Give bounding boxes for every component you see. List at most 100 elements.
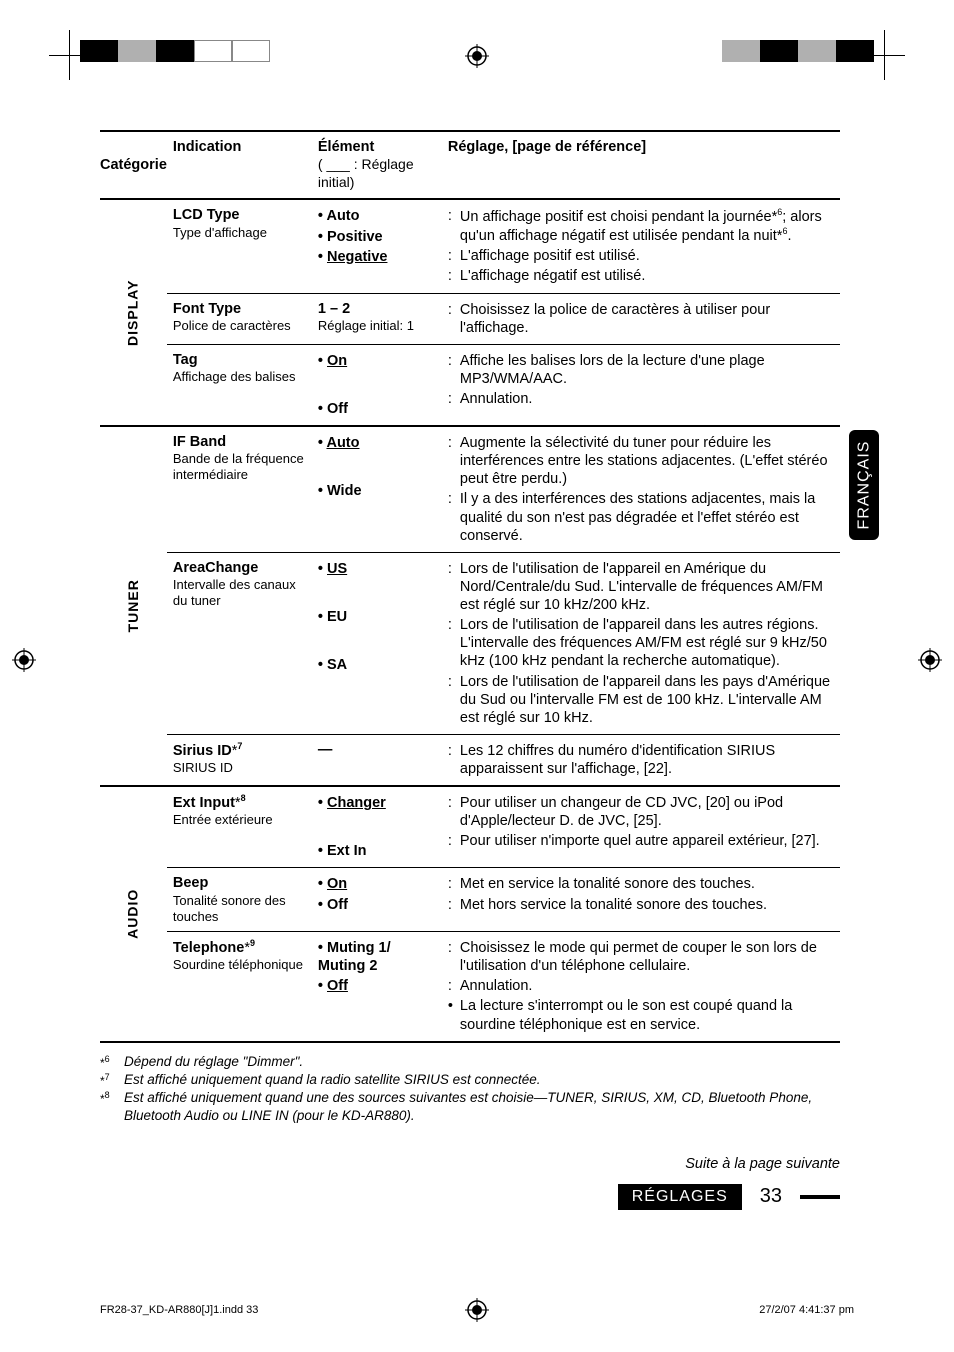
option-item: On — [318, 351, 436, 371]
indication-main: IF Band — [173, 433, 306, 451]
table-row: Font TypePolice de caractères1 – 2Réglag… — [100, 293, 840, 344]
page-footer-bar: RÉGLAGES 33 — [100, 1184, 840, 1210]
option-item: Ext In — [318, 841, 436, 861]
header-element-sub: ( ___ : Réglage initial) — [318, 156, 414, 190]
table-row: AUDIOExt Input*8Entrée extérieureChanger… — [100, 786, 840, 868]
reglage-line: :Affiche les balises lors de la lecture … — [448, 351, 834, 389]
option-item: Auto — [318, 206, 436, 226]
reglage-line: :Pour utiliser n'importe quel autre appa… — [448, 831, 834, 851]
table-row: TUNERIF BandBande de la fréquence interm… — [100, 426, 840, 552]
reglage-line: :L'affichage positif est utilisé. — [448, 246, 834, 266]
category-cell: TUNER — [100, 426, 167, 786]
table-row: BeepTonalité sonore des touchesOnOff:Met… — [100, 868, 840, 932]
indication-sub: Entrée extérieure — [173, 812, 306, 828]
category-cell: DISPLAY — [100, 199, 167, 426]
language-tab: FRANÇAIS — [849, 430, 879, 540]
indication-main: LCD Type — [173, 206, 306, 224]
reglage-cell: :Les 12 chiffres du numéro d'identificat… — [442, 734, 840, 786]
footer-page-number: 33 — [754, 1185, 788, 1208]
table-row: Sirius ID*7SIRIUS ID — :Les 12 chiffres du… — [100, 734, 840, 786]
indication-sub: Type d'affichage — [173, 225, 306, 241]
reglage-line: •La lecture s'interrompt ou le son est c… — [448, 996, 834, 1034]
indication-cell: Font TypePolice de caractères — [167, 293, 312, 344]
indication-sub: SIRIUS ID — [173, 760, 306, 776]
registration-mark-bottom — [465, 1298, 489, 1322]
header-reglage: Réglage, [page de référence] — [448, 139, 646, 155]
category-label: TUNER — [125, 579, 143, 632]
table-row: AreaChangeIntervalle des canaux du tuner… — [100, 552, 840, 734]
option-item: Off — [318, 399, 436, 419]
indication-sub: Sourdine téléphonique — [173, 957, 306, 973]
header-indication: Indication — [173, 139, 241, 155]
reglage-line: :Augmente la sélectivité du tuner pour r… — [448, 433, 834, 489]
option-item: US — [318, 559, 436, 579]
element-cell: AutoPositiveNegative — [312, 199, 442, 293]
reglage-line: :Il y a des interférences des stations a… — [448, 489, 834, 545]
reglage-line: :Lors de l'utilisation de l'appareil dan… — [448, 615, 834, 671]
footnotes: *6Dépend du réglage "Dimmer".*7Est affic… — [100, 1053, 840, 1126]
registration-mark-top — [465, 44, 489, 68]
reglage-line: :L'affichage négatif est utilisé. — [448, 266, 834, 286]
reglage-line: :Met hors service la tonalité sonore des… — [448, 895, 834, 915]
reglage-line: :Un affichage positif est choisi pendant… — [448, 206, 834, 246]
indication-sub: Affichage des balises — [173, 369, 306, 385]
table-row: DISPLAYLCD TypeType d'affichageAutoPosit… — [100, 199, 840, 293]
option-item: SA — [318, 655, 436, 675]
category-label: DISPLAY — [125, 279, 143, 345]
indication-sub: Tonalité sonore des touches — [173, 893, 306, 926]
registration-mark-right — [918, 648, 942, 672]
reglage-line: :Annulation. — [448, 389, 834, 409]
reglage-line: :Annulation. — [448, 976, 834, 996]
indication-main: AreaChange — [173, 559, 306, 577]
reglage-cell: :Choisissez le mode qui permet de couper… — [442, 932, 840, 1042]
reglage-line: :Choisissez le mode qui permet de couper… — [448, 938, 834, 976]
reglage-cell: :Pour utiliser un changeur de CD JVC, [2… — [442, 786, 840, 868]
indication-cell: TagAffichage des balises — [167, 344, 312, 426]
indication-cell: BeepTonalité sonore des touches — [167, 868, 312, 932]
option-item: Negative — [318, 247, 436, 267]
element-cell: OnOff — [312, 868, 442, 932]
header-category: Catégorie — [100, 157, 167, 173]
indication-main: Font Type — [173, 300, 306, 318]
element-cell: Auto Wide — [312, 426, 442, 552]
reglage-cell: :Un affichage positif est choisi pendant… — [442, 199, 840, 293]
option-item: Off — [318, 976, 436, 996]
indication-sub: Intervalle des canaux du tuner — [173, 577, 306, 610]
print-footer-right: 27/2/07 4:41:37 pm — [759, 1304, 854, 1316]
option-item: Wide — [318, 481, 436, 501]
indication-cell: Telephone*9Sourdine téléphonique — [167, 932, 312, 1042]
element-sub: Réglage initial: 1 — [318, 318, 436, 334]
option-item: Off — [318, 895, 436, 915]
indication-cell: AreaChangeIntervalle des canaux du tuner — [167, 552, 312, 734]
reglage-line: :Lors de l'utilisation de l'appareil dan… — [448, 672, 834, 728]
category-label: AUDIO — [125, 889, 143, 939]
element-cell: On Off — [312, 344, 442, 426]
option-item: On — [318, 874, 436, 894]
indication-sub: Police de caractères — [173, 318, 306, 334]
indication-cell: LCD TypeType d'affichage — [167, 199, 312, 293]
element-cell: — — [312, 734, 442, 786]
option-item: Muting 1/ Muting 2 — [318, 938, 436, 976]
option-item: Positive — [318, 227, 436, 247]
indication-main: Telephone*9 — [173, 938, 306, 957]
element-cell: 1 – 2Réglage initial: 1 — [312, 293, 442, 344]
footnote: *7Est affiché uniquement quand la radio … — [100, 1071, 840, 1089]
reglage-line: :Met en service la tonalité sonore des t… — [448, 874, 834, 894]
color-bars-right — [722, 40, 874, 62]
element-cell: USEUSA — [312, 552, 442, 734]
option-item: Auto — [318, 433, 436, 453]
element-main: 1 – 2 — [318, 300, 436, 318]
reglage-cell: :Affiche les balises lors de la lecture … — [442, 344, 840, 426]
print-footer-left: FR28-37_KD-AR880[J]1.indd 33 — [100, 1304, 258, 1316]
option-item: Changer — [318, 793, 436, 813]
indication-main: Sirius ID*7 — [173, 741, 306, 760]
header-element: Élément — [318, 139, 374, 155]
element-main: — — [318, 741, 436, 759]
reglage-cell: :Met en service la tonalité sonore des t… — [442, 868, 840, 932]
indication-cell: Sirius ID*7SIRIUS ID — [167, 734, 312, 786]
category-cell: AUDIO — [100, 786, 167, 1042]
indication-cell: IF BandBande de la fréquence intermédiai… — [167, 426, 312, 552]
reglage-cell: :Choisissez la police de caractères à ut… — [442, 293, 840, 344]
registration-mark-left — [12, 648, 36, 672]
table-row: Telephone*9Sourdine téléphoniqueMuting 1… — [100, 932, 840, 1042]
